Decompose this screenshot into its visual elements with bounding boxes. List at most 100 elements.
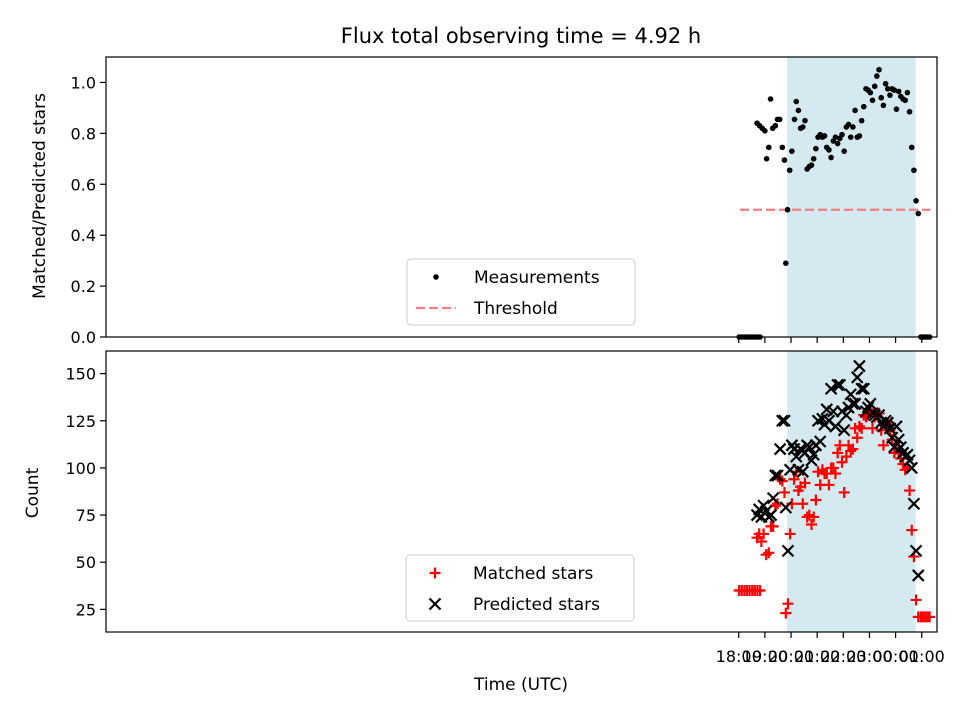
observing-window-shade [787,57,916,337]
predicted-star-point [824,382,838,395]
y-tick-label: 0.2 [71,277,96,296]
predicted-star-point [813,435,827,448]
matched-star-point [853,420,865,432]
measurement-point [880,102,887,109]
measurement-point [828,154,834,161]
measurement-point [802,117,808,124]
matched-star-point [906,524,918,536]
measurement-point [891,87,898,93]
measurement-point [793,98,800,105]
y-tick-label: 50 [76,553,96,572]
y-tick-label: 0.6 [71,175,96,194]
predicted-star-point [846,397,860,411]
predicted-star-point [796,465,810,478]
legend-predicted-swatch [428,597,442,611]
legend-label: Measurements [474,268,600,288]
y-tick-label: 25 [76,600,96,619]
series-predicted-stars [750,359,925,582]
matched-star-point [851,432,863,444]
measurement-point [762,128,768,134]
predicted-star-point [781,544,795,558]
measurement-point [893,106,900,112]
measurement-point [808,162,815,168]
matched-star-point [886,434,898,446]
series-measurements [736,66,933,340]
measurement-point [867,89,874,96]
matched-star-point [845,445,857,457]
measurement-point [789,148,795,154]
measurement-point [784,206,791,213]
x-tick-label: 22:00 [820,647,866,666]
predicted-star-point [789,450,803,463]
predicted-star-point [853,359,866,373]
bottom-y-axis-label: Count [23,467,43,518]
y-tick-label: 0.8 [71,124,96,143]
matched-star-point [760,549,772,561]
measurement-point [791,116,798,123]
predicted-star-point [837,423,851,437]
y-tick-label: 150 [65,365,96,384]
predicted-star-point [831,378,844,392]
matched-star-point [806,519,817,531]
predicted-star-point [769,469,782,482]
measurement-point [852,107,858,114]
predicted-star-point [778,414,791,428]
y-tick-label: 0.4 [71,226,96,245]
measurement-point [876,66,882,73]
measurement-point [869,97,876,104]
measurement-point [878,94,885,101]
predicted-star-point [905,461,919,475]
matched-star-point [823,479,835,491]
predicted-star-point [776,414,789,428]
matched-star-point [836,456,848,468]
matched-star-point [847,443,859,455]
matched-star-point [763,547,775,559]
measurement-point [839,131,845,138]
measurement-point [813,145,819,152]
legend-label: Threshold [473,299,558,319]
matched-star-point [755,535,767,547]
observing-window-shade [787,351,916,632]
x-tick-label: 19:00 [742,647,788,666]
y-tick-label: 0.0 [71,328,96,347]
bottom-panel: 25 50 75 100 125 150 18:0019:0020:0021:0022:00… [65,350,945,666]
series-matched-stars [733,403,936,623]
predicted-star-point [890,420,903,433]
legend-box [405,554,635,622]
top-y-axis-label: Matched/Predicted stars [30,93,50,299]
measurement-point [821,133,828,139]
measurement-point [860,103,867,110]
matched-star-point [924,611,936,623]
top-panel: 0.0 0.2 0.4 0.6 0.8 1.0 Measurements Threshold [71,56,938,347]
measurement-point [832,134,839,140]
matched-star-point [808,511,820,523]
measurement-point [887,92,893,98]
matched-star-point [910,594,922,606]
matched-star-point [797,498,809,510]
predicted-star-point [807,448,820,462]
matched-star-point [832,447,844,459]
predicted-star-point [844,388,857,401]
measurement-point [765,144,772,151]
legend-label: Predicted stars [473,595,600,615]
measurement-point [781,157,788,163]
measurement-point [908,144,915,151]
predicted-star-point [840,408,853,422]
measurement-point [763,156,770,162]
measurement-point [906,108,913,115]
measurement-point [795,107,802,114]
matched-star-point [799,477,811,489]
measurement-point [779,144,786,151]
matched-star-point [758,528,770,540]
measurement-point [767,96,774,102]
measurement-point [826,147,832,153]
measurement-point [850,124,856,130]
measurement-point [845,121,852,128]
measurement-point [776,116,783,123]
y-tick-label: 100 [65,459,96,478]
legend: Matched stars Predicted stars [405,554,635,622]
measurement-point [902,97,908,104]
x-tick-label: 20:00 [768,647,814,666]
matched-star-point [829,468,841,480]
